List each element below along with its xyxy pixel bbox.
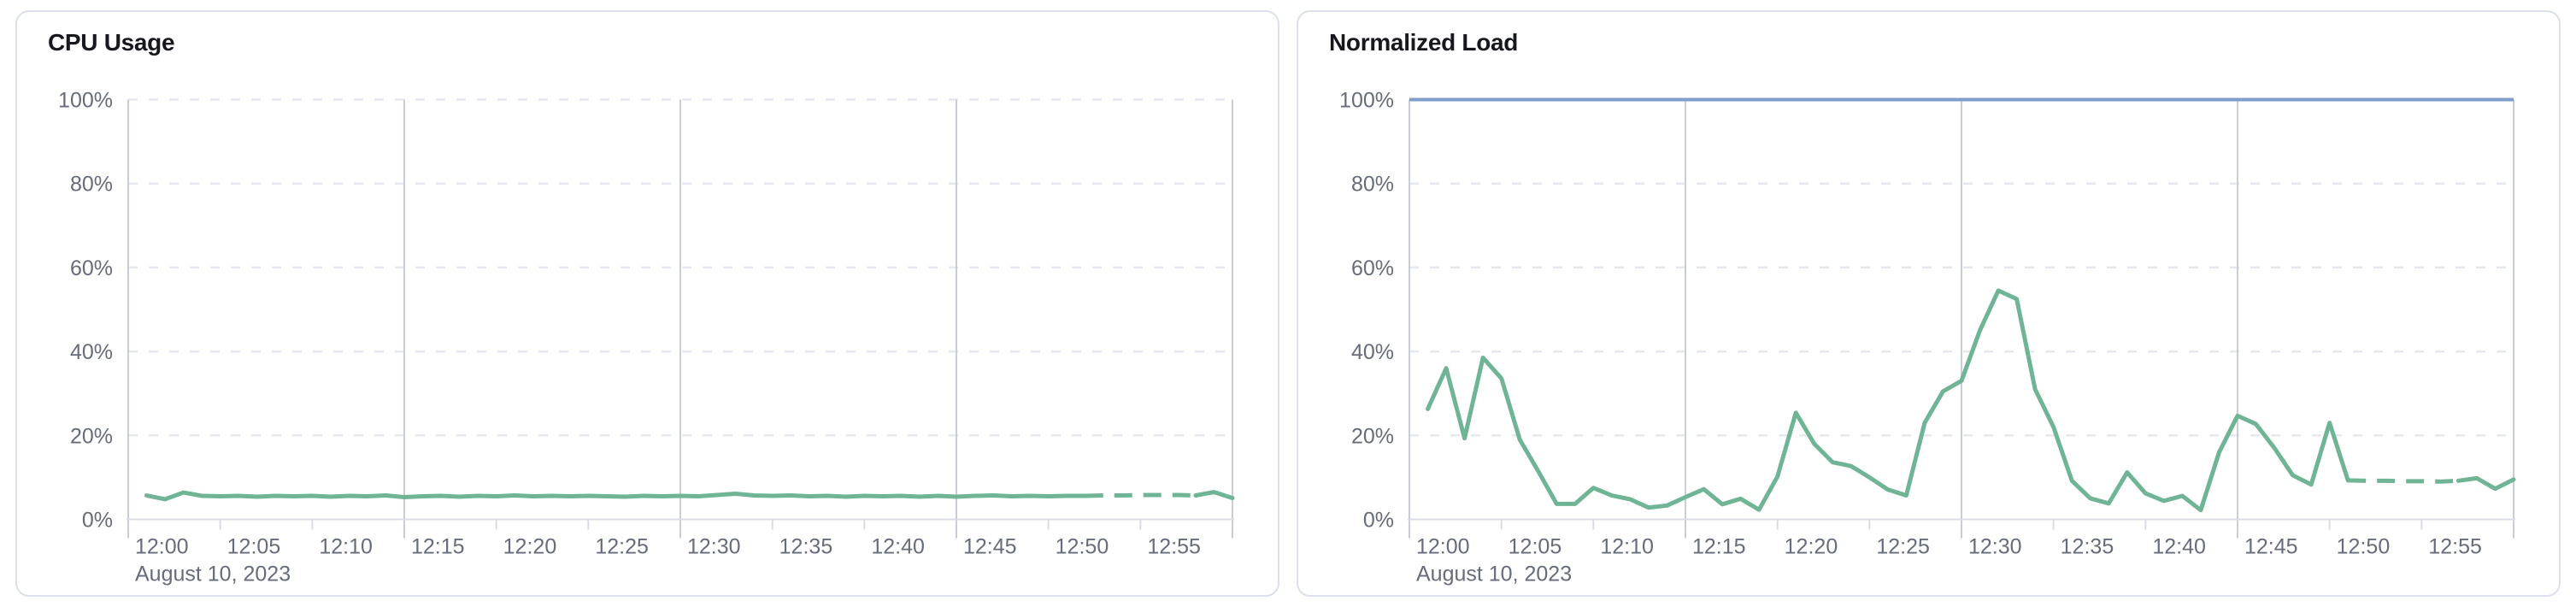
- x-tick-label: 12:10: [319, 535, 373, 559]
- x-tick-label: 12:20: [503, 535, 557, 559]
- series-line-dashed-cpu-usage: [1085, 492, 1196, 498]
- x-tick-label: 12:05: [1509, 535, 1562, 559]
- y-tick-label: 40%: [1351, 340, 1394, 364]
- panel-normalized-load: 0% 20% 40% 60% 80% 100% 12:00 12:05 12:10 12:15 12…: [1297, 10, 2561, 597]
- panel-cpu-usage: 0% 20% 40% 60% 80% 100% 12:00 12:05 12:10 12:15 12…: [15, 10, 1279, 597]
- series-line-solid-end-cpu-usage: [1193, 490, 1235, 500]
- x-tick-label: 12:40: [871, 535, 925, 559]
- y-tick-label: 80%: [1351, 173, 1394, 197]
- x-tick-label: 12:10: [1600, 535, 1654, 559]
- x-tick-label: 12:45: [2244, 535, 2298, 559]
- x-tick-label: 12:25: [1876, 535, 1930, 559]
- x-tick-label: 12:50: [2337, 535, 2391, 559]
- x-tick-label: 12:35: [2061, 535, 2114, 559]
- y-tick-label: 0%: [82, 509, 113, 533]
- y-tick-label: 0%: [1363, 509, 1394, 533]
- y-tick-label: 100%: [1339, 89, 1394, 113]
- y-tick-label: 100%: [58, 89, 113, 113]
- series-line-dashed-normalized-load: [2348, 478, 2459, 484]
- x-axis-date-label: August 10, 2023: [135, 563, 291, 586]
- x-tick-label: 12:00: [1416, 535, 1470, 559]
- y-tick-label: 20%: [70, 424, 113, 448]
- x-tick-label: 12:35: [779, 535, 833, 559]
- x-axis-date-label: August 10, 2023: [1416, 563, 1572, 586]
- y-tick-label: 80%: [70, 173, 113, 197]
- x-tick-label: 12:30: [687, 535, 741, 559]
- x-tick-label: 12:40: [2152, 535, 2206, 559]
- x-tick-label: 12:15: [411, 535, 465, 559]
- x-tick-label: 12:30: [1968, 535, 2022, 559]
- x-tick-label: 12:55: [2428, 535, 2482, 559]
- y-tick-label: 60%: [1351, 256, 1394, 280]
- x-tick-label: 12:45: [963, 535, 1017, 559]
- x-tick-label: 12:55: [1147, 535, 1201, 559]
- normalized-load-chart-canvas[interactable]: 0% 20% 40% 60% 80% 100% 12:00 12:05 12:10 12:15 12…: [1298, 12, 2562, 598]
- x-tick-label: 12:00: [135, 535, 189, 559]
- chart-title-normalized-load: Normalized Load: [1329, 29, 1519, 56]
- cpu-usage-chart-canvas[interactable]: 0% 20% 40% 60% 80% 100% 12:00 12:05 12:10 12:15 12…: [17, 12, 1281, 598]
- series-line-solid-end-normalized-load: [2455, 475, 2516, 492]
- x-tick-label: 12:05: [227, 535, 281, 559]
- chart-title-cpu-usage: CPU Usage: [48, 29, 175, 56]
- x-tick-label: 12:50: [1056, 535, 1109, 559]
- y-tick-label: 60%: [70, 256, 113, 280]
- x-tick-label: 12:25: [595, 535, 649, 559]
- series-line-solid-normalized-load: [1426, 288, 2350, 513]
- x-tick-label: 12:15: [1692, 535, 1746, 559]
- series-line-solid-cpu-usage: [144, 490, 1088, 502]
- y-tick-label: 20%: [1351, 424, 1394, 448]
- x-tick-label: 12:20: [1785, 535, 1838, 559]
- y-tick-label: 40%: [70, 340, 113, 364]
